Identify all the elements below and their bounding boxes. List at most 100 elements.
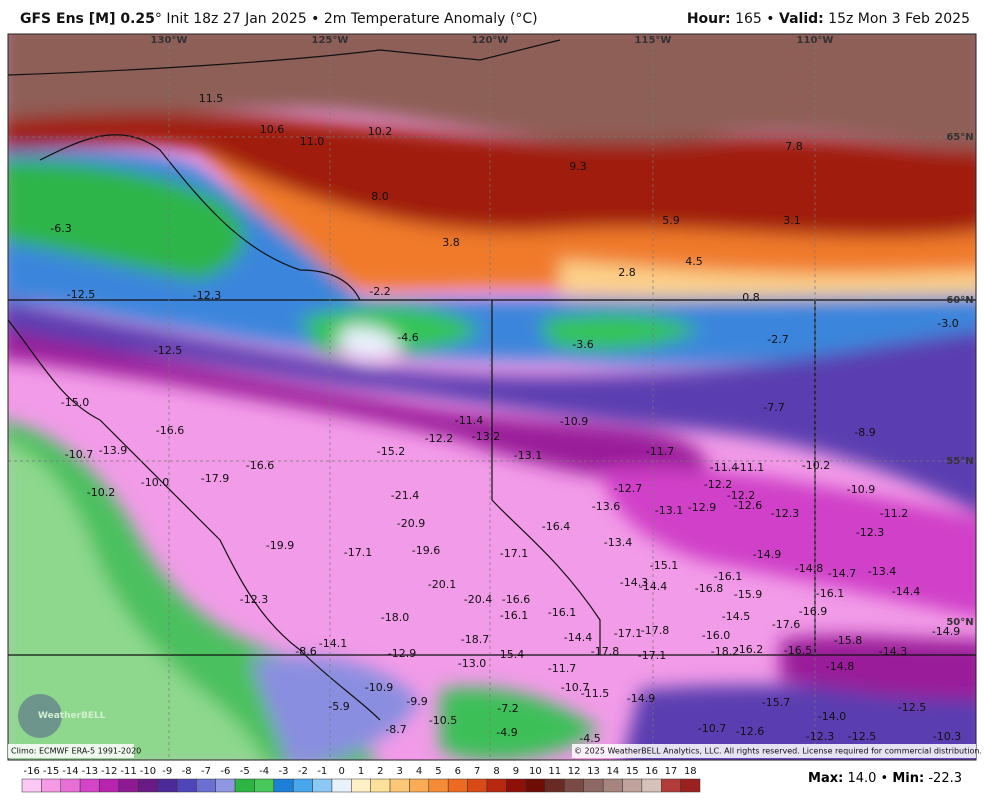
anomaly-value: -17.1 — [344, 546, 372, 559]
anomaly-value: -15.4 — [496, 648, 524, 661]
longitude-label: 130°W — [151, 35, 188, 46]
anomaly-value: -18.0 — [381, 611, 409, 624]
anomaly-value: -16.0 — [702, 629, 730, 642]
colorbar-label: -7 — [201, 766, 211, 777]
colorbar-label: -10 — [140, 766, 156, 777]
anomaly-value: -12.5 — [898, 701, 926, 714]
latitude-label: 60°N — [946, 295, 973, 306]
colorbar-cell — [641, 778, 662, 793]
anomaly-value: -7.7 — [763, 401, 784, 414]
anomaly-value: -14.7 — [828, 567, 856, 580]
anomaly-value: -10.7 — [561, 681, 589, 694]
colorbar-label: -1 — [317, 766, 327, 777]
anomaly-value: -17.6 — [772, 618, 800, 631]
anomaly-value: -20.1 — [428, 578, 456, 591]
colorbar-label: 9 — [513, 766, 519, 777]
colorbar-cell — [41, 778, 61, 793]
anomaly-value: -15.0 — [61, 396, 89, 409]
colorbar-cell — [409, 778, 430, 793]
colorbar-label: 6 — [455, 766, 461, 777]
anomaly-value: -19.9 — [266, 539, 294, 552]
anomaly-value: -12.2 — [425, 432, 453, 445]
colorbar-cell — [467, 778, 488, 793]
longitude-label: 110°W — [797, 35, 834, 46]
colorbar-cell — [215, 778, 236, 793]
anomaly-value: -14.5 — [722, 610, 750, 623]
anomaly-value: -12.3 — [806, 730, 834, 743]
anomaly-value: -12.5 — [848, 730, 876, 743]
anomaly-value: -20.9 — [397, 517, 425, 530]
anomaly-value: -16.2 — [735, 643, 763, 656]
colorbar-label: 3 — [397, 766, 403, 777]
colorbar-label: -8 — [182, 766, 192, 777]
anomaly-value: -16.8 — [695, 582, 723, 595]
anomaly-value: -10.9 — [365, 681, 393, 694]
colorbar-cell — [273, 778, 294, 793]
anomaly-value: 4.5 — [685, 255, 703, 268]
text-part: Min: — [892, 771, 925, 786]
colorbar-label: -6 — [220, 766, 230, 777]
anomaly-value: -12.9 — [688, 501, 716, 514]
anomaly-value: -12.3 — [240, 593, 268, 606]
anomaly-field — [8, 34, 976, 760]
anomaly-value: -7.2 — [497, 702, 518, 715]
colorbar-cell — [351, 778, 371, 793]
colorbar-label: -11 — [120, 766, 136, 777]
anomaly-value: -10.2 — [802, 459, 830, 472]
text-part: Valid: — [779, 11, 824, 27]
colorbar-label: 8 — [493, 766, 499, 777]
anomaly-value: -13.1 — [514, 449, 542, 462]
header-right: Hour: 165 • Valid: 15z Mon 3 Feb 2025 — [687, 11, 970, 27]
anomaly-value: -18.7 — [461, 633, 489, 646]
colorbar-cell — [292, 778, 313, 793]
anomaly-value: -12.3 — [193, 289, 221, 302]
anomaly-value: -13.2 — [472, 430, 500, 443]
latitude-label: 50°N — [946, 617, 973, 628]
colorbar-label: -12 — [101, 766, 117, 777]
colorbar-label: -9 — [162, 766, 172, 777]
colorbar-label: 4 — [416, 766, 422, 777]
colorbar-label: -4 — [259, 766, 269, 777]
colorbar-cell — [176, 778, 197, 793]
colorbar-label: 14 — [606, 766, 619, 777]
colorbar-cell — [564, 778, 585, 793]
anomaly-value: -11.4 — [455, 414, 483, 427]
anomaly-value: -15.1 — [650, 559, 678, 572]
colorbar-label: 15 — [626, 766, 639, 777]
colorbar-cell — [234, 778, 255, 793]
anomaly-value: 11.0 — [300, 135, 325, 148]
anomaly-value: -14.0 — [818, 710, 846, 723]
colorbar-label: 1 — [358, 766, 364, 777]
colorbar-label: 16 — [645, 766, 658, 777]
colorbar-cell — [447, 778, 468, 793]
anomaly-value: 10.2 — [368, 125, 393, 138]
colorbar-label: 12 — [568, 766, 581, 777]
colorbar-label: -15 — [43, 766, 59, 777]
anomaly-value: -10.9 — [560, 415, 588, 428]
text-part: ° Init 18z 27 Jan 2025 • 2m Temperature … — [154, 11, 538, 27]
anomaly-value: -10.7 — [698, 722, 726, 735]
colorbar-cell — [79, 778, 100, 793]
longitude-label: 120°W — [472, 35, 509, 46]
anomaly-value: -20.4 — [464, 593, 492, 606]
anomaly-value: -10.0 — [141, 476, 169, 489]
anomaly-value: -12.2 — [727, 489, 755, 502]
anomaly-value: -8.7 — [385, 723, 406, 736]
anomaly-value: -14.9 — [932, 625, 960, 638]
anomaly-value: -12.9 — [388, 647, 416, 660]
copyright: © 2025 WeatherBELL Analytics, LLC. All r… — [574, 747, 982, 756]
anomaly-value: -16.6 — [156, 424, 184, 437]
colorbar-cell — [157, 778, 178, 793]
anomaly-value: 9.3 — [569, 160, 587, 173]
anomaly-value: -17.9 — [201, 472, 229, 485]
colorbar-label: 11 — [548, 766, 561, 777]
anomaly-value: 10.6 — [260, 123, 285, 136]
anomaly-value: -13.6 — [592, 500, 620, 513]
anomaly-value: -17.1 — [500, 547, 528, 560]
anomaly-value: -11.2 — [880, 507, 908, 520]
colorbar-label: 7 — [474, 766, 480, 777]
anomaly-value: -16.5 — [784, 644, 812, 657]
anomaly-value: -11.7 — [646, 445, 674, 458]
anomaly-value: -4.6 — [397, 331, 418, 344]
